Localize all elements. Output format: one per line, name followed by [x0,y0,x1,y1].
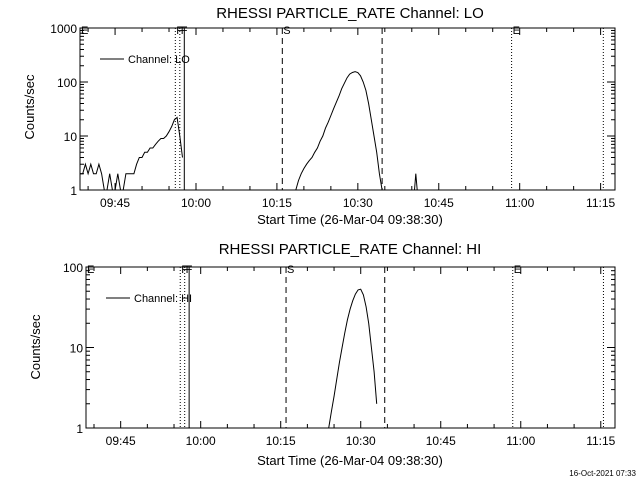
hi-chart-title: RHESSI PARTICLE_RATE Channel: HI [219,241,482,258]
lo-legend-label: Channel: LO [128,54,190,66]
hi-x-tick-label: 11:15 [586,434,615,448]
generation-timestamp: 16-Oct-2021 07:33 [569,469,636,478]
hi-series-line [328,288,378,429]
lo-series-line [295,71,383,191]
lo-event-marker-label: E [81,25,88,37]
lo-channel-panel: RHESSI PARTICLE_RATE Channel: LO Start T… [22,5,616,227]
lo-series-line [80,116,183,191]
hi-y-tick-label: 10 [70,342,84,356]
hi-y-tick-label: 100 [63,261,83,275]
hi-event-marker-label: E [514,264,521,276]
hi-event-marker-label: E [87,264,94,276]
hi-x-tick-label: 11:00 [506,434,535,448]
hi-x-tick-label: 09:45 [106,434,136,448]
lo-series-line [414,173,418,191]
lo-plot-frame [79,27,616,191]
lo-chart-title: RHESSI PARTICLE_RATE Channel: LO [216,5,484,22]
lo-y-tick-label: 10 [64,130,78,144]
lo-y-axis-title: Counts/sec [22,74,37,140]
hi-x-axis-title: Start Time (26-Mar-04 09:38:30) [257,453,443,468]
hi-y-axis-title: Counts/sec [28,314,43,380]
lo-event-marker-label: S [283,25,290,37]
hi-event-marker-label: S [287,264,294,276]
lo-x-tick-label: 10:45 [424,196,454,210]
lo-x-axis-title: Start Time (26-Mar-04 09:38:30) [257,212,443,227]
lo-x-tick-label: 10:15 [262,196,292,210]
hi-y-tick-label: 1 [76,422,83,436]
hi-channel-panel: RHESSI PARTICLE_RATE Channel: HI Start T… [28,241,616,468]
hi-x-tick-label: 10:45 [426,434,456,448]
hi-x-tick-label: 10:30 [346,434,376,448]
lo-y-tick-label: 100 [57,76,77,90]
lo-event-marker-label: E [513,25,520,37]
hi-x-tick-label: 10:15 [266,434,296,448]
lo-x-tick-label: 09:45 [100,196,130,210]
lo-y-tick-label: 1000 [50,22,77,36]
lo-x-tick-label: 11:15 [586,196,615,210]
hi-plot-frame [85,266,616,429]
lo-y-tick-label: 1 [70,184,77,198]
lo-x-tick-label: 10:00 [181,196,211,210]
hi-legend-label: Channel: HI [134,293,192,305]
lo-x-tick-label: 11:00 [505,196,534,210]
hi-x-tick-label: 10:00 [186,434,216,448]
lo-x-tick-label: 10:30 [343,196,373,210]
